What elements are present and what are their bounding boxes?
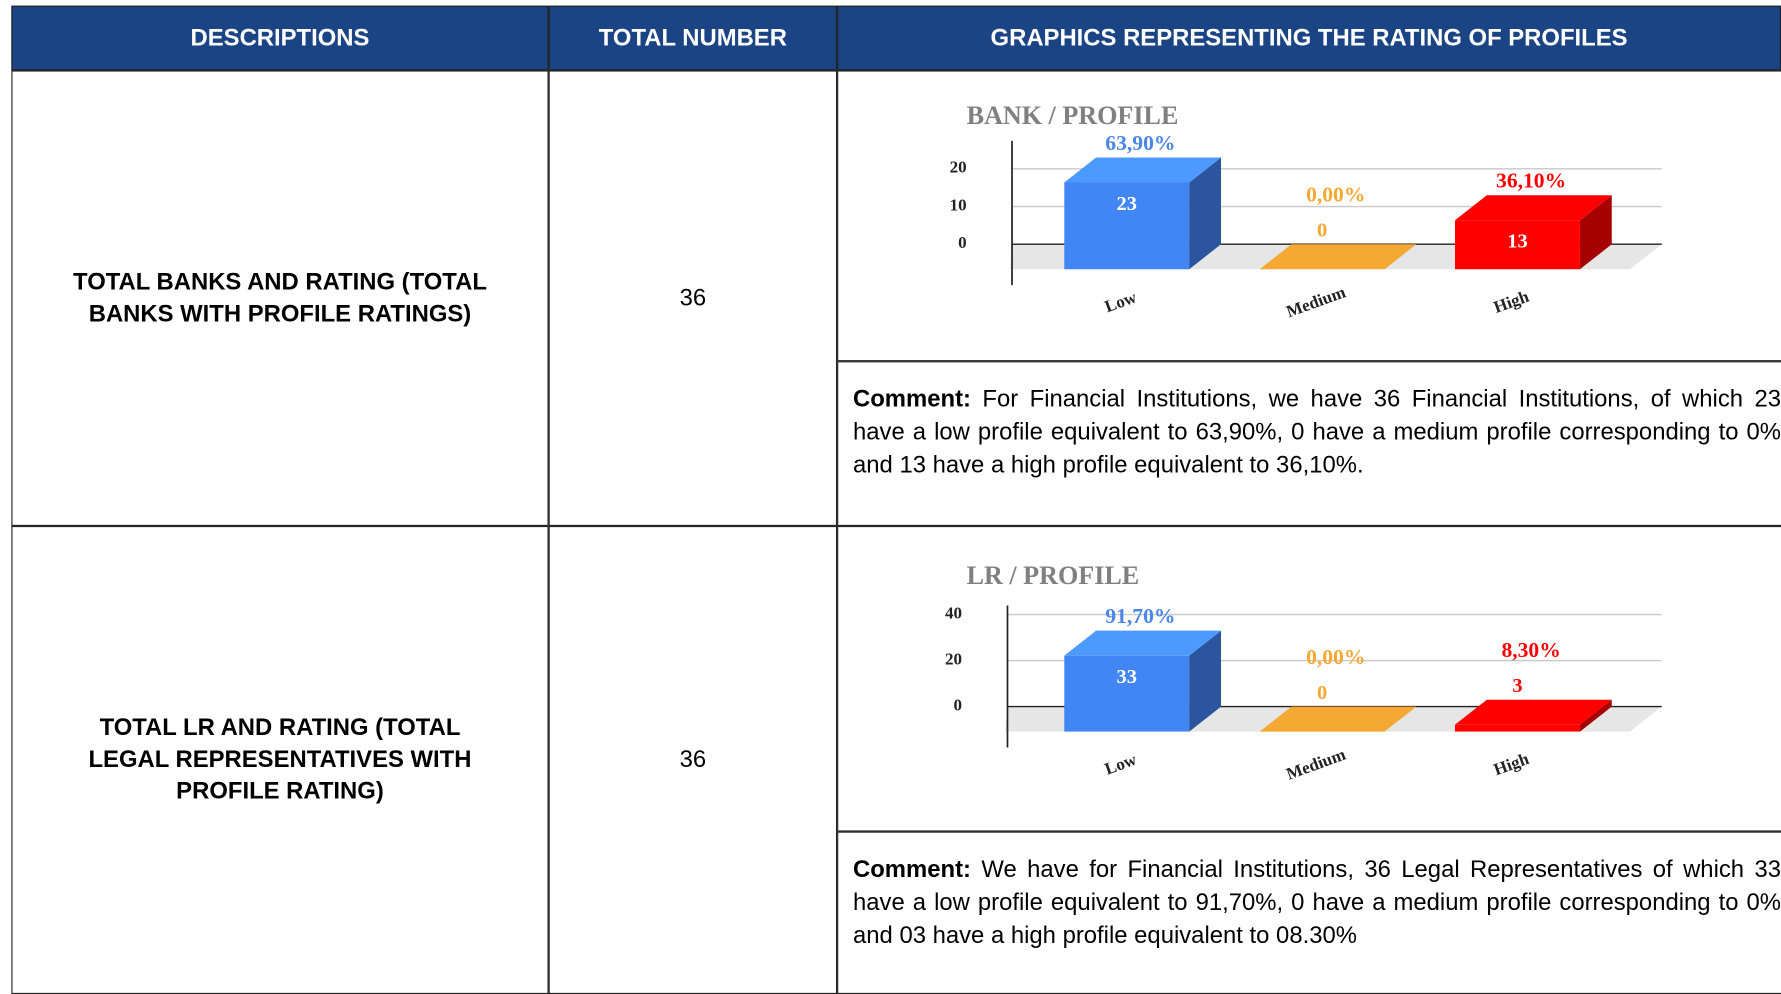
total-number: 36	[548, 70, 838, 526]
total-header: TOTAL NUMBER	[548, 5, 838, 71]
total-number: 36	[548, 525, 838, 994]
bar-front	[1455, 220, 1580, 270]
comment-text: For Financial Institutions, we have 36 F…	[853, 386, 1781, 479]
x-tick-label: Low	[1102, 287, 1139, 316]
percent-label: 0,00%	[1306, 645, 1365, 669]
bar-top	[1259, 244, 1417, 270]
value-label: 23	[1117, 193, 1137, 215]
x-tick-label: Low	[1102, 749, 1139, 778]
bar-top	[1064, 157, 1222, 183]
comment: Comment: For Financial Institutions, we …	[853, 383, 1781, 482]
comment-label: Comment:	[853, 856, 971, 883]
y-tick-label: 0	[954, 695, 963, 714]
chart-cell: BANK / PROFILE 0 10 20 23 63,90% Low 0 0,00% Medi…	[837, 70, 1781, 362]
value-label: 0	[1317, 219, 1327, 241]
value-label: 0	[1317, 682, 1327, 704]
x-tick-label: High	[1491, 749, 1532, 779]
bar-front	[1064, 182, 1190, 270]
comment-cell: Comment: For Financial Institutions, we …	[837, 361, 1781, 526]
x-tick-label: High	[1491, 287, 1532, 317]
value-label: 13	[1507, 231, 1527, 253]
y-tick-label: 20	[950, 158, 967, 177]
comment-cell: Comment: We have for Financial Instituti…	[837, 831, 1781, 994]
y-tick-label: 20	[945, 649, 962, 668]
value-label: 3	[1512, 675, 1522, 697]
bar-side	[1579, 195, 1612, 270]
descriptions-header: DESCRIPTIONS	[11, 5, 549, 71]
y-tick-label: 10	[950, 195, 967, 214]
chart-cell: LR / PROFILE 0 20 40 33 91,70% Low 0 0,00% Medium…	[837, 525, 1781, 832]
bar-side	[1579, 699, 1612, 732]
y-tick-label: 0	[958, 233, 967, 252]
comment: Comment: We have for Financial Instituti…	[853, 853, 1781, 952]
chart: LR / PROFILE 0 20 40 33 91,70% Low 0 0,00% Medium…	[945, 561, 1662, 784]
description: TOTAL BANKS AND RATING (TOTAL BANKS WITH…	[11, 70, 549, 526]
y-tick-label: 40	[945, 603, 962, 622]
bar-front	[1455, 724, 1580, 732]
bar-top	[1259, 706, 1417, 732]
graphics-header: GRAPHICS REPRESENTING THE RATING OF PROF…	[837, 5, 1781, 71]
value-label: 33	[1117, 666, 1137, 688]
x-tick-label: Medium	[1284, 282, 1348, 321]
chart: BANK / PROFILE 0 10 20 23 63,90% Low 0 0,00% Medi…	[950, 101, 1662, 321]
bar-top	[1455, 195, 1612, 221]
bar-side	[1189, 157, 1222, 270]
comment-label: Comment:	[853, 386, 971, 413]
percent-label: 8,30%	[1501, 638, 1560, 662]
x-tick-label: Medium	[1284, 745, 1348, 784]
percent-label: 63,90%	[1105, 131, 1175, 155]
chart-title: BANK / PROFILE	[967, 101, 1179, 130]
chart-title: LR / PROFILE	[967, 561, 1140, 590]
bar-side	[1189, 630, 1222, 732]
bar-top	[1064, 630, 1222, 656]
percent-label: 91,70%	[1105, 604, 1175, 628]
comment-text: We have for Financial Institutions, 36 L…	[853, 856, 1781, 949]
bar-top	[1455, 699, 1612, 725]
description: TOTAL LR AND RATING (TOTAL LEGAL REPRESE…	[11, 525, 549, 994]
percent-label: 0,00%	[1306, 182, 1365, 206]
bar-front	[1064, 655, 1190, 732]
percent-label: 36,10%	[1496, 169, 1566, 193]
